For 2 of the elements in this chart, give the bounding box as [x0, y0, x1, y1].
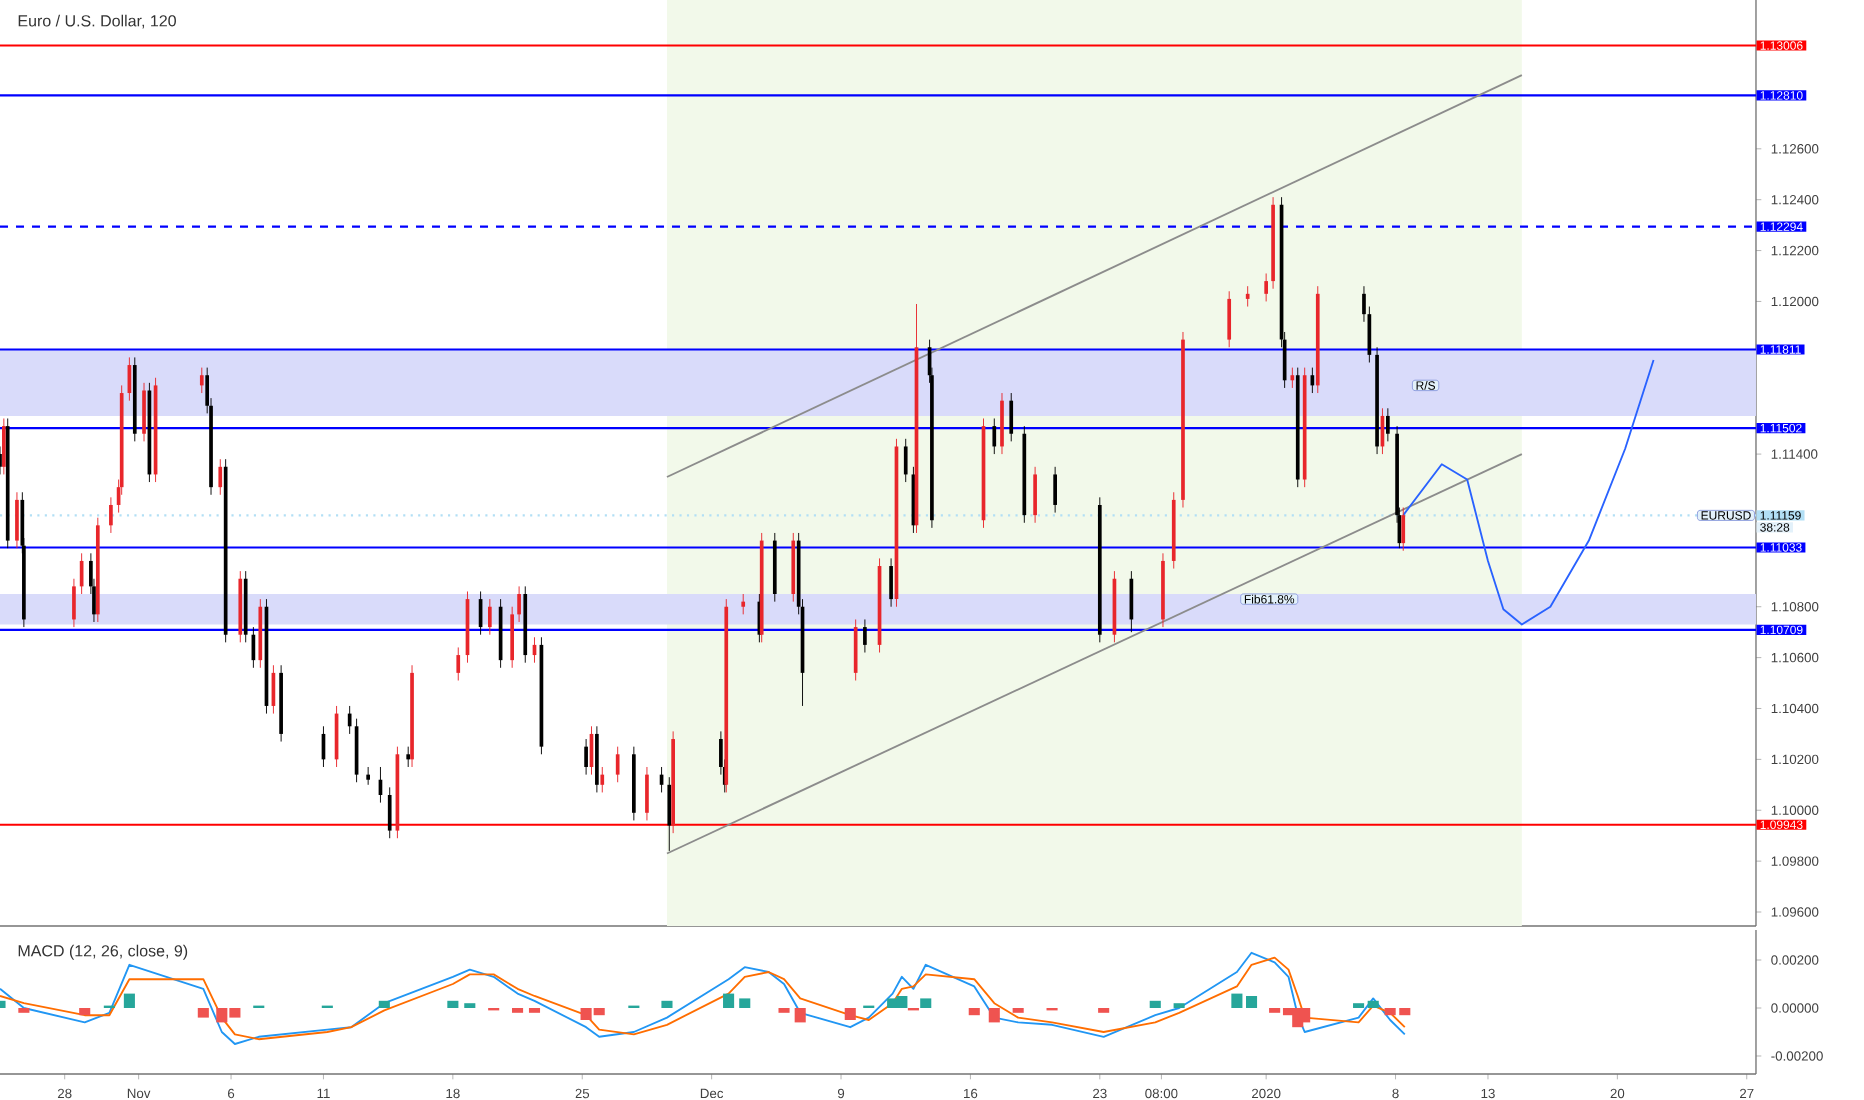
text: MACD (12, 26, close, 9) — [18, 944, 188, 960]
text: Euro / U.S. Dollar, 120 — [18, 14, 176, 29]
